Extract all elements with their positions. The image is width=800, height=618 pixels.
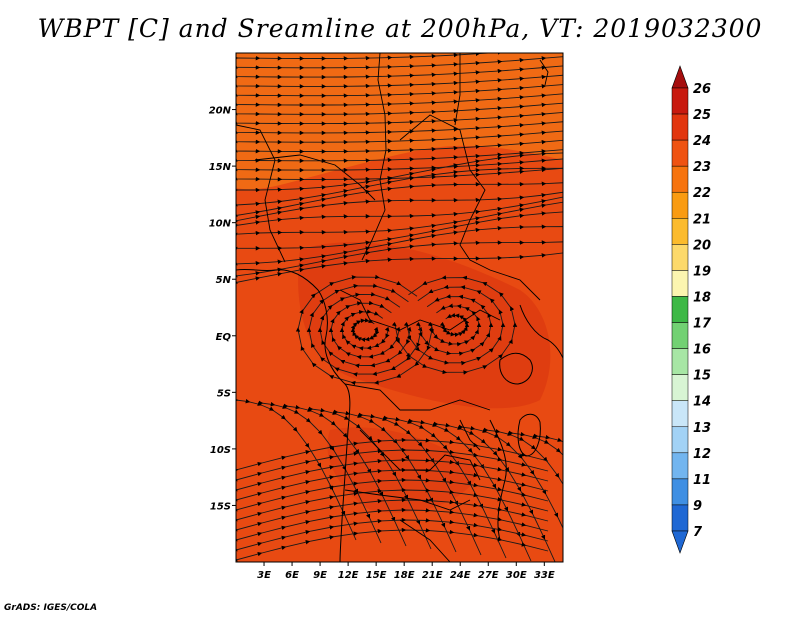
lat-tick-label: EQ <box>216 332 232 343</box>
lat-tick: 15N <box>209 162 236 173</box>
lon-tick: 30E <box>506 562 527 581</box>
lat-tick: 10S <box>210 445 236 456</box>
lon-tick-label: 27E <box>478 570 499 581</box>
colorbar-label: 12 <box>693 447 711 462</box>
streamlines <box>236 53 563 562</box>
lon-tick: 3E <box>257 562 271 581</box>
colorbar-swatch <box>671 218 689 245</box>
colorbar-swatch <box>671 452 689 480</box>
map-title: WBPT [C] and Sreamline at 200hPa, VT: 20… <box>37 14 763 43</box>
grads-credit: GrADS: IGES/COLA <box>4 603 98 613</box>
lon-tick: 21E <box>422 562 443 581</box>
colorbar-label: 26 <box>693 82 711 97</box>
streamline <box>535 434 563 552</box>
streamline <box>394 275 518 375</box>
lon-tick-label: 24E <box>450 570 471 581</box>
colorbar-swatch <box>671 400 689 428</box>
lon-tick-label: 21E <box>422 570 443 581</box>
colorbar-swatch <box>671 322 689 349</box>
colorbar-swatch <box>671 244 689 271</box>
colorbar-swatch <box>671 87 689 115</box>
lat-tick-label: 20N <box>209 106 232 117</box>
lat-tick-label: 5S <box>217 388 231 399</box>
lat-tick-label: 10N <box>209 219 232 230</box>
colorbar-swatch <box>671 165 689 193</box>
colorbar-swatch <box>671 478 689 506</box>
colorbar-label: 25 <box>693 108 711 123</box>
lon-tick: 18E <box>394 562 415 581</box>
colorbar-top-arrow <box>671 65 689 89</box>
lat-tick-label: 10S <box>210 445 231 456</box>
lon-tick-label: 6E <box>285 570 299 581</box>
colorbar-label: 24 <box>693 134 711 149</box>
lon-tick-label: 9E <box>313 570 327 581</box>
lon-tick: 9E <box>313 562 327 581</box>
coastlines <box>236 268 563 562</box>
colorbar-label: 23 <box>693 160 711 175</box>
colorbar: 26 25 24 23 22 21 20 19 18 17 16 15 14 13 12 11 9 7 <box>671 65 712 554</box>
lat-tick-label: 5N <box>216 275 232 286</box>
streamline <box>510 431 563 549</box>
streamline <box>236 252 563 284</box>
colorbar-label: 22 <box>693 186 711 201</box>
colorbar-swatch <box>671 139 689 167</box>
colorbar-bottom-arrow <box>671 530 689 554</box>
lat-tick: 20N <box>209 106 236 117</box>
colorbar-label: 7 <box>693 525 703 540</box>
colorbar-swatch <box>671 426 689 454</box>
lon-tick: 15E <box>366 562 387 581</box>
colorbar-label: 9 <box>693 499 702 514</box>
longitude-axis: 3E 6E 9E 12E 15E 18E 21E 24E 27E 30E 33E <box>257 562 555 581</box>
colorbar-label: 13 <box>693 421 711 436</box>
colorbar-swatch <box>671 374 689 401</box>
lon-tick-label: 30E <box>506 570 527 581</box>
colorbar-label: 20 <box>693 238 711 253</box>
colorbar-label: 14 <box>693 395 711 410</box>
colorbar-swatch <box>671 348 689 375</box>
colorbar-label: 18 <box>693 290 711 305</box>
map-panel <box>235 52 564 563</box>
colorbar-swatch <box>671 191 689 219</box>
lon-tick: 12E <box>338 562 359 581</box>
colorbar-label: 16 <box>693 343 711 358</box>
latitude-axis: 20N 15N 10N 5N EQ 5S 10S 15S <box>209 106 236 512</box>
lat-tick-label: 15N <box>209 162 232 173</box>
colorbar-label: 17 <box>693 317 712 332</box>
lat-tick: 5N <box>216 275 236 286</box>
lon-tick-label: 12E <box>338 570 359 581</box>
colorbar-swatch <box>671 113 689 141</box>
lat-tick-label: 15S <box>210 501 231 512</box>
streamline <box>236 527 549 562</box>
colorbar-label: 19 <box>693 264 711 279</box>
lon-tick-label: 33E <box>534 570 555 581</box>
lat-tick: 10N <box>209 219 236 230</box>
colorbar-label: 11 <box>693 473 711 488</box>
colorbar-swatch <box>671 296 689 323</box>
lon-tick: 27E <box>478 562 499 581</box>
lon-tick-label: 15E <box>366 570 387 581</box>
lat-tick: 5S <box>217 388 236 399</box>
lon-tick: 33E <box>534 562 555 581</box>
lat-tick: EQ <box>216 332 236 343</box>
lon-tick-label: 3E <box>257 570 271 581</box>
lon-tick: 24E <box>450 562 471 581</box>
lat-tick: 15S <box>210 501 236 512</box>
lon-tick: 6E <box>285 562 299 581</box>
colorbar-label: 21 <box>693 212 711 227</box>
map-frame <box>235 52 564 563</box>
country-borders <box>236 53 549 562</box>
lon-tick-label: 18E <box>394 570 415 581</box>
colorbar-label: 15 <box>693 369 711 384</box>
colorbar-swatch <box>671 504 689 532</box>
colorbar-swatch <box>671 270 689 297</box>
